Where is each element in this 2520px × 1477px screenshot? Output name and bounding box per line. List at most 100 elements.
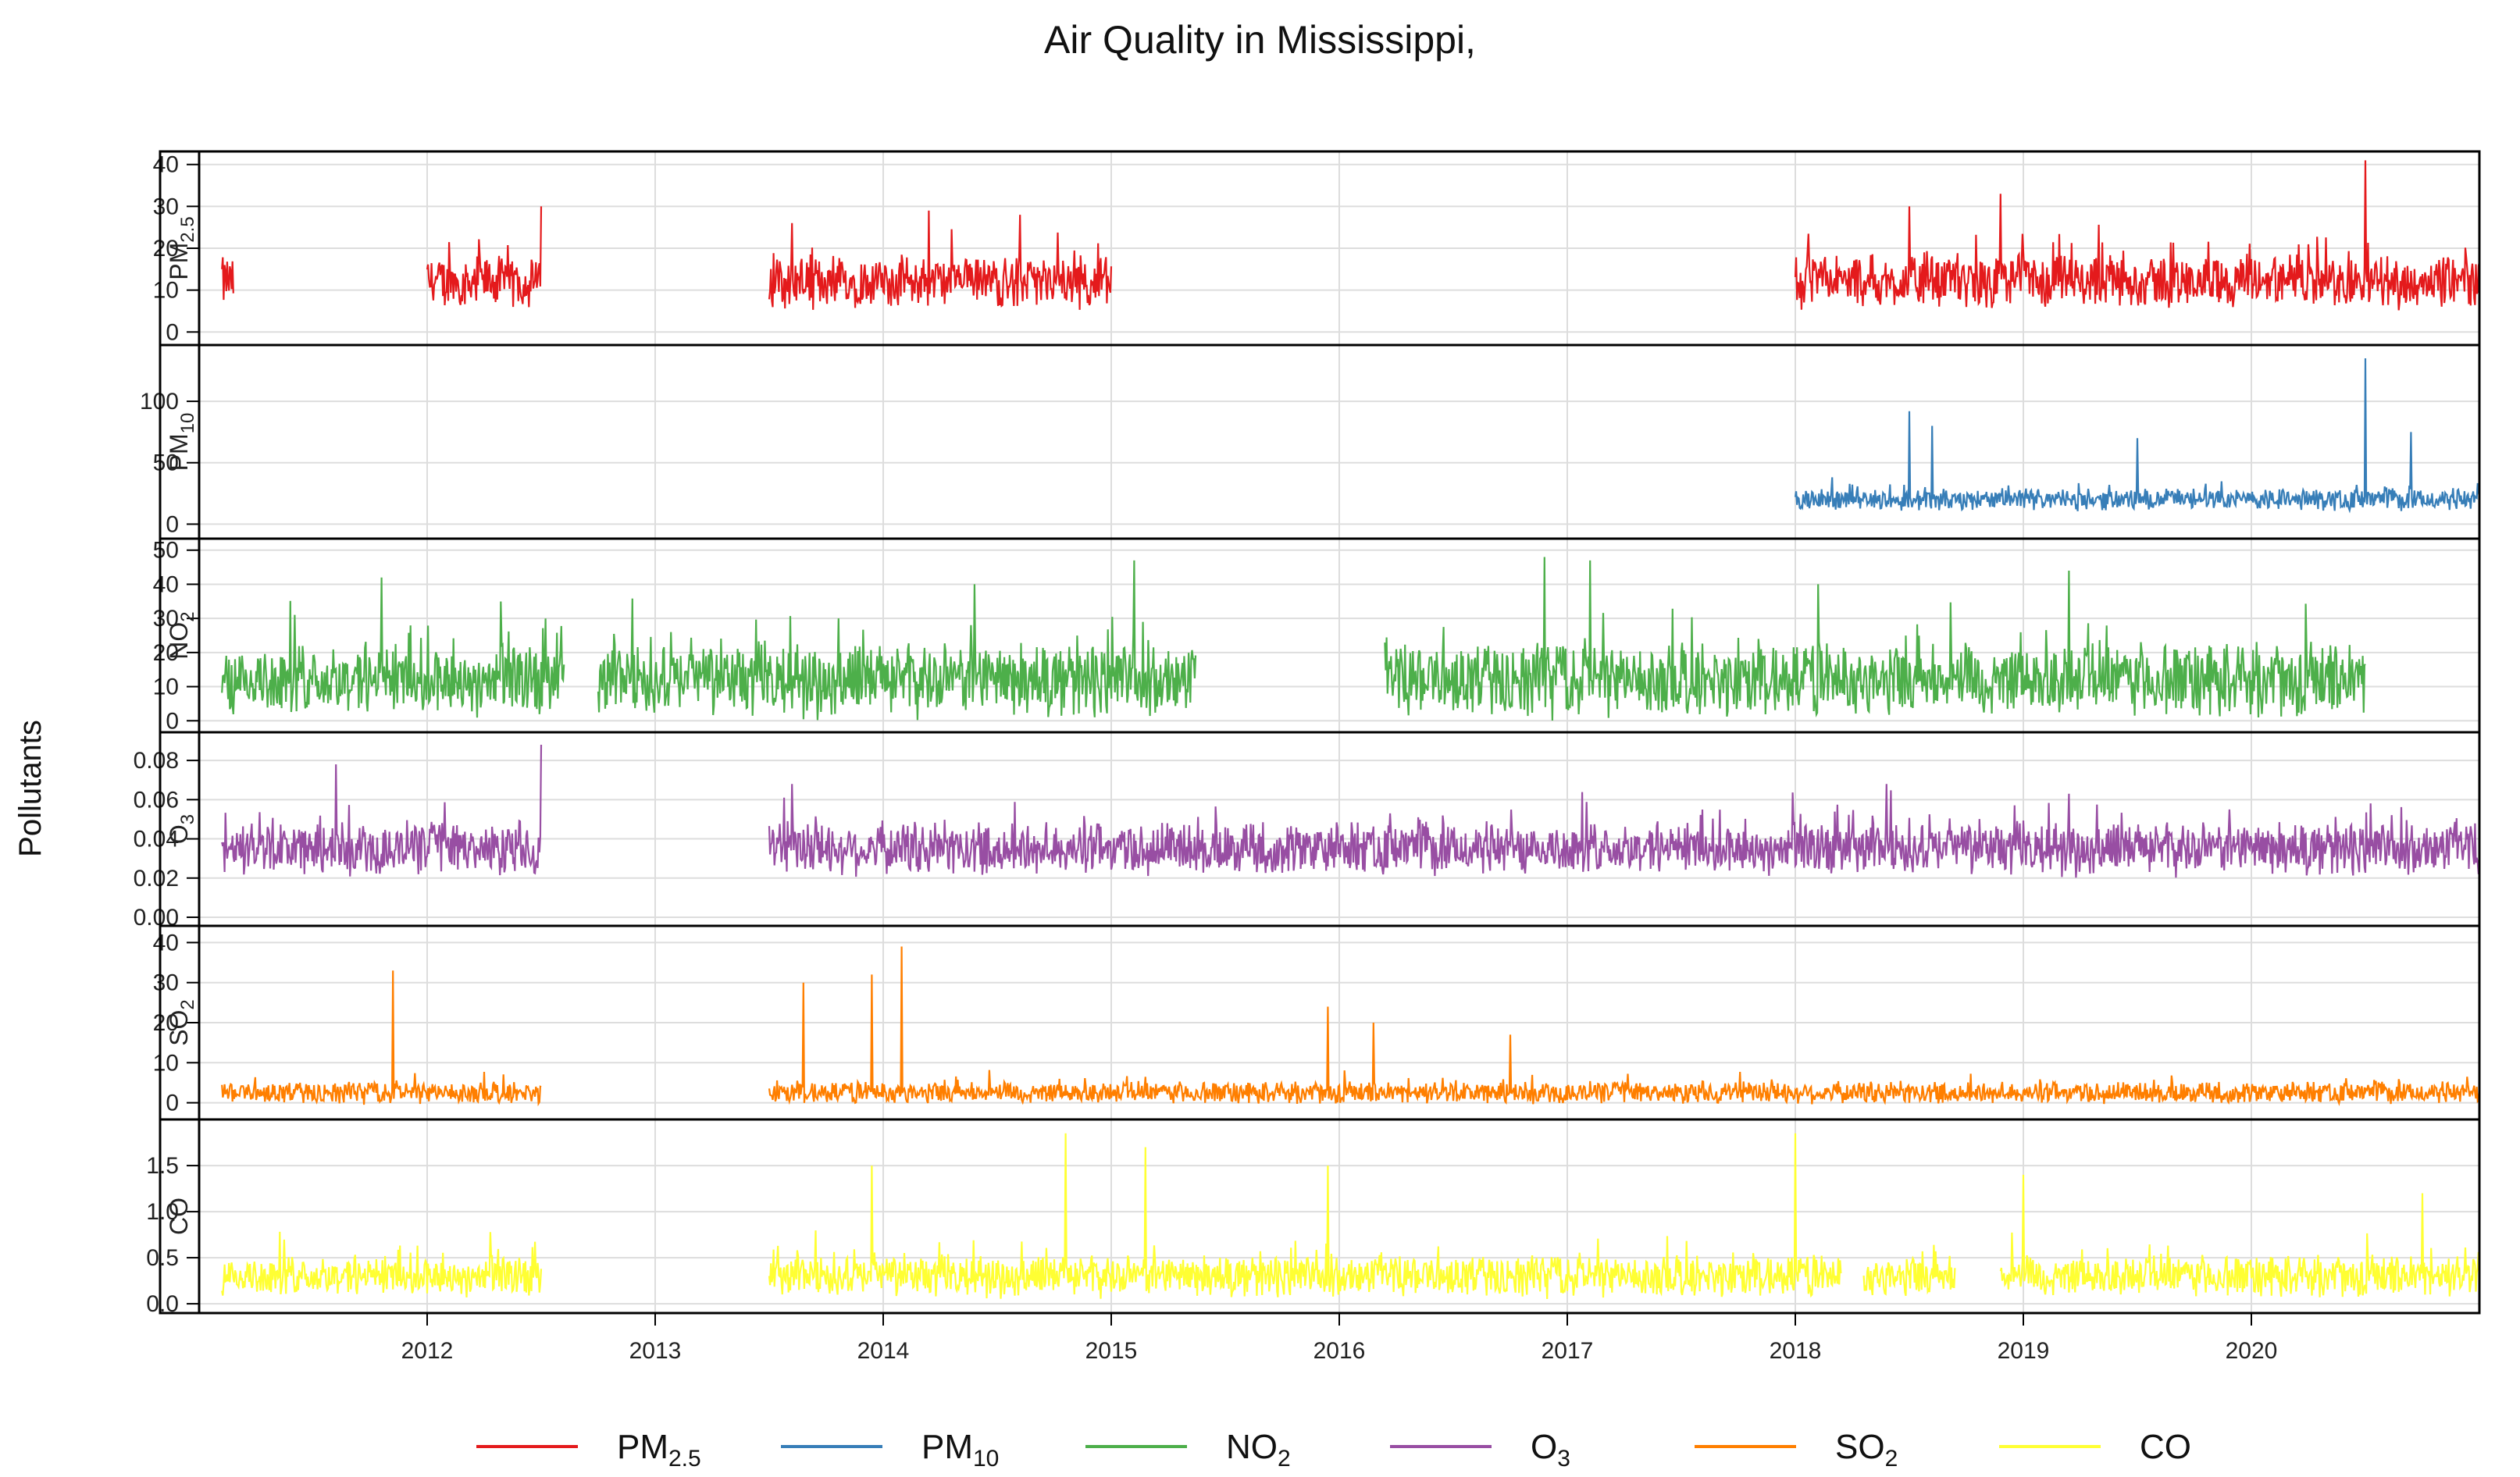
panel-label-co: CO	[165, 1198, 193, 1235]
panel-label-o3: O3	[165, 814, 198, 844]
x-tick-label: 2020	[2226, 1338, 2278, 1364]
legend-item-o3: O3	[1390, 1428, 1570, 1472]
legend-item-pm25: PM2.5	[476, 1428, 701, 1472]
legend-label-sub: 3	[1557, 1446, 1570, 1472]
y-tick-label: 40	[153, 152, 179, 178]
series-line-no2	[221, 577, 565, 718]
legend-label-sub: 10	[973, 1446, 999, 1472]
series-line-pm25	[426, 206, 543, 308]
y-tick-label: 10	[153, 674, 179, 700]
panel-label-main: NO	[165, 622, 193, 660]
y-tick-label: 0.06	[134, 787, 179, 813]
y-tick-label: 10	[153, 278, 179, 304]
legend-item-pm10: PM10	[781, 1428, 999, 1472]
legend-label: SO2	[1835, 1428, 1898, 1472]
panel-label-no2: NO2	[165, 611, 198, 659]
x-tick-label: 2013	[629, 1338, 682, 1364]
panel-frame	[159, 1118, 2481, 1315]
y-tick-label: 30	[153, 194, 179, 219]
y-tick-label: 0.08	[134, 748, 179, 774]
legend-item-so2: SO2	[1695, 1428, 1898, 1472]
series-line-co	[1862, 1244, 1956, 1297]
panel-label-main: CO	[165, 1198, 193, 1235]
panel-label-main: SO	[165, 1010, 193, 1046]
x-tick-label: 2012	[401, 1338, 454, 1364]
series-line-o3	[768, 784, 2481, 878]
panel-label-pm25: PM2.5	[165, 216, 198, 279]
y-tick-label: 40	[153, 930, 179, 956]
panel-label-sub: 10	[177, 413, 198, 434]
y-tick-label: 20	[153, 1010, 179, 1036]
legend-item-co: CO	[1999, 1428, 2191, 1466]
x-tick-label: 2018	[1770, 1338, 1822, 1364]
y-tick-label: 1.0	[146, 1199, 179, 1225]
panel-label-sub: 3	[177, 814, 198, 824]
panel-label-main: O	[165, 824, 193, 844]
series-line-no2	[1384, 557, 2366, 721]
legend-label-main: PM	[921, 1428, 973, 1466]
series-line-no2	[597, 560, 1197, 721]
y-tick-label: 50	[153, 538, 179, 564]
legend-label-main: CO	[2140, 1428, 2191, 1466]
y-axis-title: Pollutants	[13, 720, 48, 857]
panel-so2: 0 10 20 30 40 SO2	[153, 924, 2481, 1121]
panel-frame	[159, 731, 2481, 927]
y-tick-label: 40	[153, 571, 179, 597]
y-tick-label: 20	[153, 640, 179, 666]
series-line-so2	[768, 946, 2481, 1107]
panel-label-main: PM	[165, 433, 193, 471]
legend-item-no2: NO2	[1085, 1428, 1291, 1472]
series-line-pm10	[1794, 358, 2481, 514]
y-tick-label: 0	[166, 319, 179, 345]
y-tick-label: 0.04	[134, 827, 179, 852]
y-tick-label: 10	[153, 1050, 179, 1076]
y-tick-label: 30	[153, 606, 179, 632]
panel-label-sub: 2.5	[177, 216, 198, 242]
legend-label-main: PM	[617, 1428, 668, 1466]
series-line-co	[1999, 1174, 2481, 1297]
legend-label: NO2	[1226, 1428, 1291, 1472]
legend-label-sub: 2.5	[668, 1446, 701, 1472]
x-tick-label: 2015	[1085, 1338, 1138, 1364]
legend-label-sub: 2	[1278, 1446, 1291, 1472]
legend-label: PM2.5	[617, 1428, 701, 1472]
x-tick-label: 2014	[857, 1338, 910, 1364]
series-line-pm25	[768, 210, 1113, 310]
legend-label: O3	[1531, 1428, 1570, 1472]
panel-pm25: 0 10 20 30 40 PM2.5	[153, 150, 2481, 347]
legend-label-sub: 2	[1885, 1446, 1898, 1472]
y-tick-label: 20	[153, 236, 179, 262]
panel-label-so2: SO2	[165, 999, 198, 1046]
panel-label-sub: 2	[177, 999, 198, 1009]
legend-label-main: SO	[1835, 1428, 1885, 1466]
x-tick-label: 2016	[1313, 1338, 1366, 1364]
series-line-o3	[221, 744, 543, 877]
panel-label-sub: 2	[177, 611, 198, 621]
series-line-pm25	[221, 257, 234, 301]
series-line-co	[221, 1231, 543, 1297]
legend-label: CO	[2140, 1428, 2191, 1466]
panel-no2: 0 10 20 30 40 50 NO2	[153, 537, 2481, 734]
legend-label: PM10	[921, 1428, 999, 1472]
y-tick-label: 0	[166, 708, 179, 734]
legend-label-main: O	[1531, 1428, 1557, 1466]
series-line-pm25	[1794, 160, 2481, 311]
x-tick-label: 2017	[1542, 1338, 1594, 1364]
y-tick-label: 0	[166, 1091, 179, 1116]
series-line-so2	[221, 970, 542, 1107]
y-tick-label: 0	[166, 511, 179, 537]
y-tick-label: 0.02	[134, 866, 179, 892]
panel-co: 0.00.51.01.5CO	[146, 1118, 2481, 1317]
chart-title: Air Quality in Mississippi,	[1044, 18, 1476, 62]
legend-label-main: NO	[1226, 1428, 1278, 1466]
panel-label-pm10: PM10	[165, 413, 198, 472]
y-tick-label: 50	[153, 450, 179, 476]
y-tick-label: 0.5	[146, 1245, 179, 1271]
panel-label-main: PM	[165, 243, 193, 280]
series-line-co	[768, 1133, 1842, 1300]
x-tick-label: 2019	[1998, 1338, 2050, 1364]
y-tick-label: 1.5	[146, 1153, 179, 1179]
